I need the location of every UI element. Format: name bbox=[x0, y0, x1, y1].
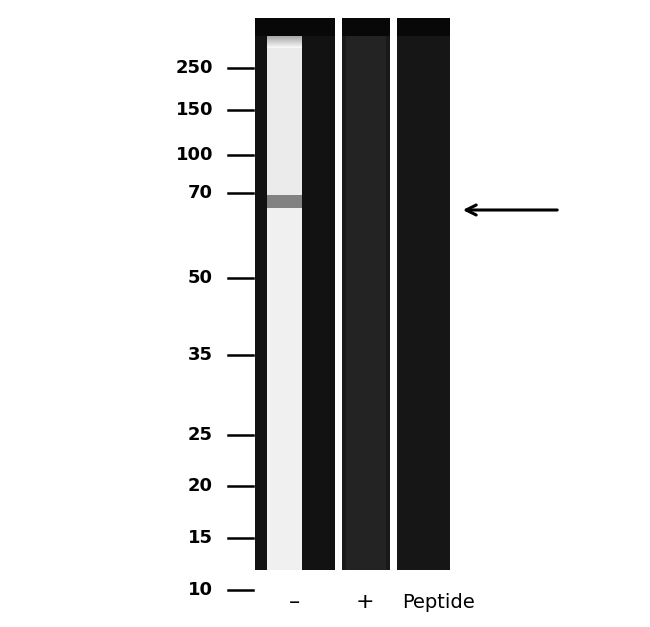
Text: –: – bbox=[289, 592, 300, 612]
Text: Peptide: Peptide bbox=[402, 593, 474, 611]
Text: 50: 50 bbox=[188, 269, 213, 287]
Text: +: + bbox=[356, 592, 374, 612]
Text: 250: 250 bbox=[176, 59, 213, 77]
Text: 100: 100 bbox=[176, 146, 213, 164]
Text: 20: 20 bbox=[188, 477, 213, 495]
Text: 10: 10 bbox=[188, 581, 213, 599]
Text: 15: 15 bbox=[188, 529, 213, 547]
Text: 70: 70 bbox=[188, 184, 213, 202]
Text: 35: 35 bbox=[188, 346, 213, 364]
Text: 25: 25 bbox=[188, 426, 213, 444]
Text: 150: 150 bbox=[176, 101, 213, 119]
